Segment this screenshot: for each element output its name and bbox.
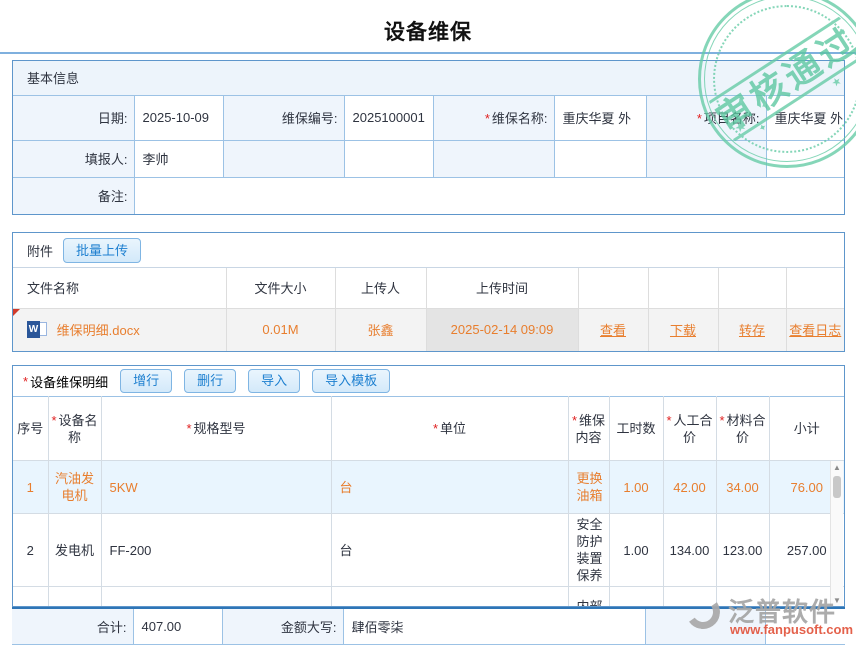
detail-table: 序号 * 设备名称 * 规格型号 * 单位 * 维保内容 工时数 * 人工合价 * 材料合价… [13,396,844,606]
file-size: 0.01M [226,308,336,351]
col-file-size: 文件大小 [226,268,336,309]
file-name-cell[interactable]: W 维保明细.docx [13,308,227,351]
detail-row-3[interactable]: 3 发电机 200kw 台 内部清洁 3.00 50.00 24.00 74.0… [13,586,844,606]
attachments-table: 文件名称 文件大小 上传人 上传时间 W 维保明细.docx 0.01M 张鑫 … [13,268,844,351]
vertical-scrollbar[interactable]: ▲ ▼ [830,461,843,606]
maintenance-name-label: * 维保名称: [432,96,555,141]
reporter-value: 李帅 [133,139,224,178]
amount-caps-value: 肆佰零柒 [342,608,646,645]
date-value: 2025-10-09 [133,96,224,141]
col-content: * 维保内容 [567,396,610,461]
modified-corner-marker [13,308,20,316]
view-link[interactable]: 查看 [599,323,626,339]
vendor-name: 泛普软件 [728,597,837,627]
remark-label: 备注: [13,176,135,214]
divider [0,52,856,54]
attachments-section: 附件 批量上传 文件名称 文件大小 上传人 上传时间 W 维保明细.docx 0… [12,232,845,352]
scrollbar-thumb[interactable] [833,476,841,498]
add-row-button[interactable]: 增行 [120,369,173,393]
project-name-label: * 项目名称: [645,96,767,141]
detail-row-1-selected[interactable]: 1 汽油发电机 5KW 台 更换油箱 1.00 42.00 34.00 76.0… [13,460,844,514]
detail-row-2[interactable]: 2 发电机 FF-200 台 安全防护装置保养 1.00 134.00 123.… [13,513,844,587]
word-file-icon: W [27,321,47,339]
summary-bar: 合计: 407.00 金额大写: 肆佰零柒 [12,607,845,645]
col-material-price: * 材料合价 [715,396,770,461]
maintenance-detail-section: * 设备维保明细 增行 删行 导入 导入模板 序号 * 设备名称 * 规格型号 * 单… [12,365,845,607]
batch-upload-button[interactable]: 批量上传 [63,237,142,263]
import-button[interactable]: 导入 [248,369,301,393]
basic-info-table: 日期: 2025-10-09 维保编号: 2025100001 * 维保名称: 重… [13,96,844,214]
col-model: * 规格型号 [100,396,332,461]
maintenance-name-value: 重庆华夏 外 [553,96,647,141]
file-upload-time: 2025-02-14 09:09 [426,308,579,351]
import-template-button[interactable]: 导入模板 [312,369,391,393]
col-seq: 序号 [13,396,49,461]
view-log-link[interactable]: 查看日志 [789,323,842,339]
col-upload-time: 上传时间 [426,268,579,309]
attachments-header: 附件 [27,243,54,259]
delete-row-button[interactable]: 删行 [184,369,237,393]
col-hours: 工时数 [608,396,664,461]
remark-value [133,176,844,214]
page-title: 设备维保 [384,21,472,44]
download-link[interactable]: 下载 [669,323,696,339]
total-value: 407.00 [132,608,223,645]
col-uploader: 上传人 [335,268,427,309]
basic-info-section: 基本信息 日期: 2025-10-09 维保编号: 2025100001 * 维保… [12,60,845,215]
project-name-value: 重庆华夏 外 [765,96,844,141]
file-name[interactable]: 维保明细.docx [56,323,140,339]
attachment-row: W 维保明细.docx 0.01M 张鑫 2025-02-14 09:09 查看… [13,308,844,351]
detail-section-label: 设备维保明细 [30,374,109,390]
col-file-name: 文件名称 [13,268,227,309]
date-label: 日期: [13,96,135,141]
vendor-url: www.fanpusoft.com [730,622,854,637]
col-device-name: * 设备名称 [47,396,102,461]
reporter-label: 填报人: [13,139,135,178]
transfer-link[interactable]: 转存 [738,323,765,339]
col-labor-price: * 人工合价 [662,396,717,461]
scroll-up-icon[interactable]: ▲ [833,463,841,472]
file-uploader: 张鑫 [335,308,427,351]
amount-caps-label: 金额大写: [221,608,344,645]
scroll-down-icon[interactable]: ▼ [833,596,841,605]
maintenance-no-label: 维保编号: [222,96,345,141]
col-unit: * 单位 [330,396,569,461]
basic-info-header: 基本信息 [13,61,844,96]
maintenance-no-value: 2025100001 [343,96,434,141]
total-label: 合计: [12,608,134,645]
col-subtotal: 小计 [768,396,844,461]
